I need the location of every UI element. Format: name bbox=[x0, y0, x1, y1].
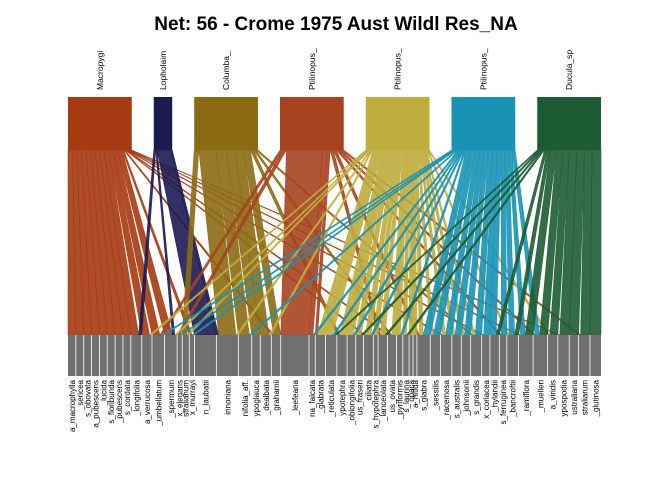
interaction-link bbox=[589, 149, 602, 336]
lower-level-label: _dealbata bbox=[262, 379, 271, 416]
lower-level-label: a_nitida bbox=[411, 379, 420, 408]
lower-level-label: s_cordata bbox=[123, 379, 132, 415]
lower-level-label: s_australis bbox=[453, 380, 462, 418]
lower-level-label: us_ovata bbox=[388, 379, 397, 412]
higher-level-label: Ptilinopus_ bbox=[478, 48, 488, 90]
higher-level-box bbox=[365, 97, 430, 150]
lower-level-label: ustraliana bbox=[570, 379, 579, 414]
lower-level-label: _bancroftii bbox=[509, 380, 518, 418]
lower-level-label: _hylandii bbox=[491, 380, 500, 413]
lower-level-label: n_laubatii bbox=[201, 380, 210, 414]
lower-level-label: x_coriacea bbox=[482, 379, 491, 418]
lower-level-label: _spermum bbox=[167, 380, 176, 419]
higher-level-box bbox=[279, 97, 344, 150]
higher-level-box bbox=[68, 97, 132, 150]
lower-level-label: _ramiflora bbox=[522, 379, 531, 416]
lower-level-label: _reticulata bbox=[327, 379, 336, 417]
lower-level-label: nifolia_aff. bbox=[241, 380, 250, 416]
higher-level-label: Ducula_sp bbox=[564, 50, 574, 90]
lower-level-label: _johnsonii bbox=[462, 380, 471, 417]
lower-level-label: ypoglauca bbox=[252, 379, 261, 416]
lower-level-label: _sessilis bbox=[431, 380, 440, 411]
lower-level-label: s_grandis bbox=[472, 380, 481, 415]
higher-level-label: Ptilinopus_ bbox=[393, 48, 403, 90]
lower-level-label: x_elegans bbox=[176, 380, 185, 416]
lower-level-label: ypospodia bbox=[560, 379, 569, 416]
lower-level-label: a_pubescens bbox=[91, 380, 100, 428]
lower-level-label: s_glabra bbox=[420, 379, 429, 410]
lower-level-label: _oblongifolia bbox=[347, 379, 356, 425]
lower-level-label: a_verrucosa bbox=[143, 379, 152, 424]
higher-level-boxes bbox=[68, 97, 601, 150]
lower-level-labels: a_macrophylla_sericeas_obovataa_pubescen… bbox=[68, 379, 601, 432]
chart-title: Net: 56 - Crome 1975 Aust Wildl Res_NA bbox=[154, 14, 518, 35]
higher-level-label: Macropygi bbox=[95, 51, 105, 90]
higher-level-box bbox=[537, 97, 601, 150]
lower-level-bar bbox=[68, 335, 601, 376]
higher-level-box bbox=[451, 97, 516, 150]
higher-level-box bbox=[194, 97, 258, 150]
lower-level-bar-fill bbox=[68, 335, 601, 376]
interaction-links bbox=[67, 149, 602, 336]
lower-level-label: _pubescens bbox=[115, 380, 124, 424]
lower-level-label: s_floribunda bbox=[107, 379, 116, 423]
lower-level-label: _opaca bbox=[407, 379, 416, 407]
lower-level-label: ypotephra bbox=[338, 379, 347, 415]
lower-level-label: na_falcata bbox=[308, 379, 317, 416]
lower-level-label: _glutinosa bbox=[592, 379, 601, 417]
lower-level-label: _umbellatum bbox=[154, 380, 163, 427]
higher-level-label: Ptilinopus_ bbox=[307, 48, 317, 90]
lower-level-label: _lanceolata bbox=[379, 379, 388, 421]
lower-level-label: _leefeana bbox=[291, 379, 300, 416]
lower-level-label: _lucida bbox=[99, 379, 108, 406]
lower-level-label: s_hypotephra bbox=[372, 379, 381, 428]
higher-level-label: Lopholaim bbox=[158, 51, 168, 90]
lower-level-label: _sericea bbox=[76, 379, 85, 411]
lower-level-label: _racemosa bbox=[442, 379, 451, 420]
lower-level-label: x_murrayi bbox=[188, 380, 197, 415]
lower-level-label: a_viridis bbox=[549, 380, 558, 409]
lower-level-label: straliarum bbox=[580, 380, 589, 415]
lower-level-label: innoniana bbox=[223, 379, 232, 414]
lower-level-label: s_laurina bbox=[402, 379, 411, 412]
lower-level-label: _muelleri bbox=[536, 380, 545, 414]
lower-level-label: _ciliata bbox=[364, 379, 373, 405]
lower-level-label: s_ferruginea bbox=[499, 379, 508, 424]
lower-level-label: us_fraseri bbox=[356, 380, 365, 415]
lower-level-label: _grahamii bbox=[272, 380, 281, 416]
higher-level-box bbox=[153, 97, 173, 150]
higher-level-label: Columba_ bbox=[221, 51, 231, 90]
lower-level-label: _longifolia bbox=[132, 379, 141, 417]
lower-level-label: s_obovata bbox=[84, 379, 93, 416]
lower-level-label: _pyriformis bbox=[396, 380, 405, 420]
higher-level-labels: Macropygi Lopholaim Columba_ Ptilinopus_ Pti… bbox=[95, 48, 574, 90]
lower-level-label: stralianum bbox=[182, 380, 191, 417]
lower-level-label: a_macrophylla bbox=[68, 379, 77, 432]
lower-level-label: _glabrata bbox=[316, 379, 325, 414]
